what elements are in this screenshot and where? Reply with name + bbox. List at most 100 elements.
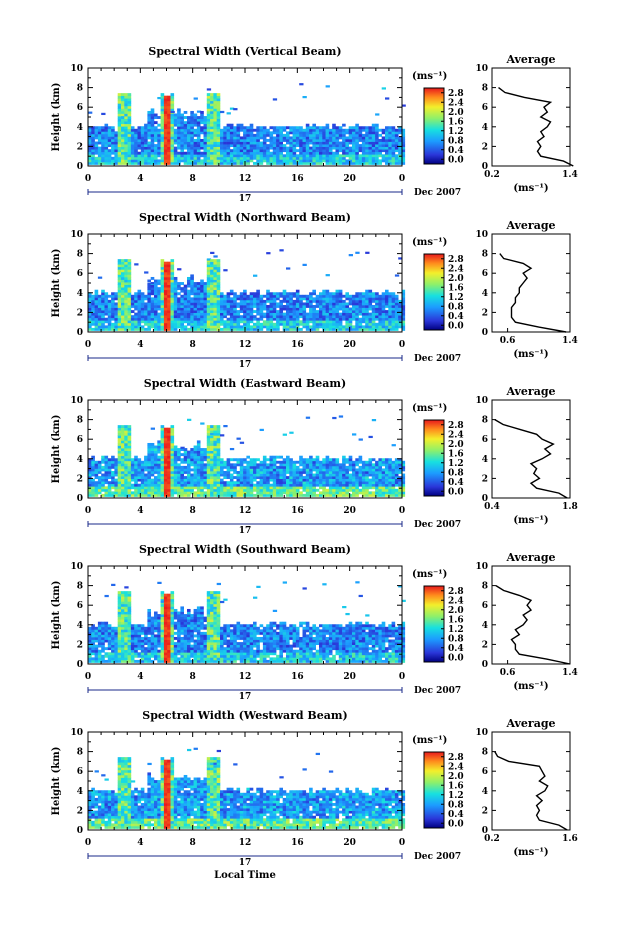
heatmap-cell — [134, 315, 138, 319]
heatmap-cell — [190, 292, 194, 296]
heatmap-cell — [210, 478, 214, 482]
heatmap-cell — [213, 261, 217, 265]
heatmap-cell — [352, 470, 356, 474]
heatmap-cell — [216, 136, 221, 140]
heatmap-cell — [365, 151, 369, 155]
heatmap-cell — [282, 491, 287, 495]
heatmap-cell — [88, 131, 92, 135]
heatmap-cell — [121, 93, 125, 97]
heatmap-cell — [147, 161, 151, 165]
heatmap-cell — [167, 432, 171, 436]
heatmap-cell — [348, 327, 353, 331]
heatmap-cell — [213, 271, 217, 275]
heatmap-cell — [213, 468, 217, 472]
heatmap-cell — [160, 481, 165, 485]
heatmap-cell — [157, 297, 161, 301]
heatmap-cell — [286, 302, 290, 306]
heatmap-cell — [338, 136, 343, 140]
heatmap-cell — [196, 486, 201, 490]
heatmap-cell — [325, 307, 330, 311]
heatmap-cell — [246, 476, 250, 479]
heatmap-cell — [140, 312, 145, 316]
heatmap-cell — [124, 108, 128, 112]
heatmap-cell — [137, 131, 142, 135]
heatmap-cell — [216, 149, 221, 153]
heatmap-cell — [200, 284, 204, 288]
heatmap-cell — [361, 128, 366, 132]
heatmap-cell — [391, 297, 396, 301]
heatmap-cell — [97, 156, 102, 160]
heatmap-cell — [210, 455, 214, 459]
heatmap-cell — [282, 307, 287, 311]
heatmap-cell — [137, 478, 142, 482]
heatmap-cell — [111, 458, 115, 462]
heatmap-cell — [154, 481, 158, 485]
heatmap-cell — [220, 133, 224, 137]
heatmap-cell — [352, 465, 356, 469]
heatmap-cell — [345, 310, 349, 313]
heatmap-cell — [233, 141, 237, 145]
heatmap-cell — [302, 486, 307, 490]
heatmap-cell — [117, 425, 122, 429]
heatmap-cell — [259, 493, 264, 497]
heatmap-cell — [213, 488, 217, 492]
heatmap-cell — [345, 159, 349, 163]
heatmap-cell — [309, 486, 313, 490]
heatmap-cell — [368, 317, 373, 321]
heatmap-cell — [200, 131, 204, 135]
heatmap-cell — [101, 476, 105, 479]
heatmap-cell — [163, 266, 168, 270]
heatmap-cell — [206, 149, 211, 153]
heatmap-cell — [177, 159, 181, 163]
heatmap-cell — [365, 128, 369, 132]
heatmap-cell — [127, 118, 132, 122]
heatmap-cell — [206, 128, 211, 132]
heatmap-cell — [144, 304, 148, 308]
heatmap-cell — [286, 156, 290, 160]
heatmap-cell — [130, 131, 135, 135]
heatmap-cell — [157, 460, 161, 464]
heatmap-cell — [157, 159, 161, 163]
heatmap-cell — [358, 161, 363, 165]
heatmap-cell — [315, 476, 320, 479]
heatmap-cell — [309, 483, 313, 487]
heatmap-cell — [107, 465, 112, 469]
heatmap-cell — [144, 144, 148, 147]
heatmap-cell — [355, 315, 359, 319]
heatmap-cell — [137, 138, 142, 142]
heatmap-cell — [117, 450, 122, 454]
heatmap-cell — [124, 460, 128, 464]
heatmap-cell — [233, 320, 237, 324]
heatmap-cell — [391, 312, 396, 316]
heatmap-cell — [220, 131, 224, 135]
profile-y-tick-label: 8 — [482, 84, 488, 94]
heatmap-cell — [375, 488, 379, 492]
heatmap-cell — [352, 154, 356, 158]
heatmap-cell — [163, 322, 168, 326]
heatmap-cell — [223, 133, 227, 137]
heatmap-cell — [338, 312, 343, 316]
heatmap-cell — [352, 307, 356, 311]
heatmap-cell — [226, 297, 231, 301]
heatmap-cell — [249, 491, 254, 495]
heatmap-cell — [183, 468, 188, 472]
heatmap-cell — [322, 138, 326, 142]
heatmap-cell — [117, 282, 122, 285]
heatmap-cell — [299, 83, 304, 86]
heatmap-cell — [325, 149, 330, 153]
heatmap-cell — [137, 146, 142, 150]
heatmap-cell — [177, 133, 181, 137]
heatmap-cell — [127, 131, 132, 135]
heatmap-cell — [170, 448, 175, 451]
heatmap-cell — [124, 271, 128, 275]
heatmap-cell — [177, 493, 181, 497]
heatmap-cell — [134, 304, 138, 308]
heatmap-cell — [94, 131, 99, 135]
heatmap-cell — [315, 478, 320, 482]
heatmap-cell — [289, 470, 293, 474]
heatmap-cell — [167, 264, 171, 268]
heatmap-cell — [216, 470, 221, 474]
heatmap-cell — [279, 292, 283, 296]
heatmap-cell — [276, 483, 280, 487]
heatmap-cell — [177, 448, 181, 451]
